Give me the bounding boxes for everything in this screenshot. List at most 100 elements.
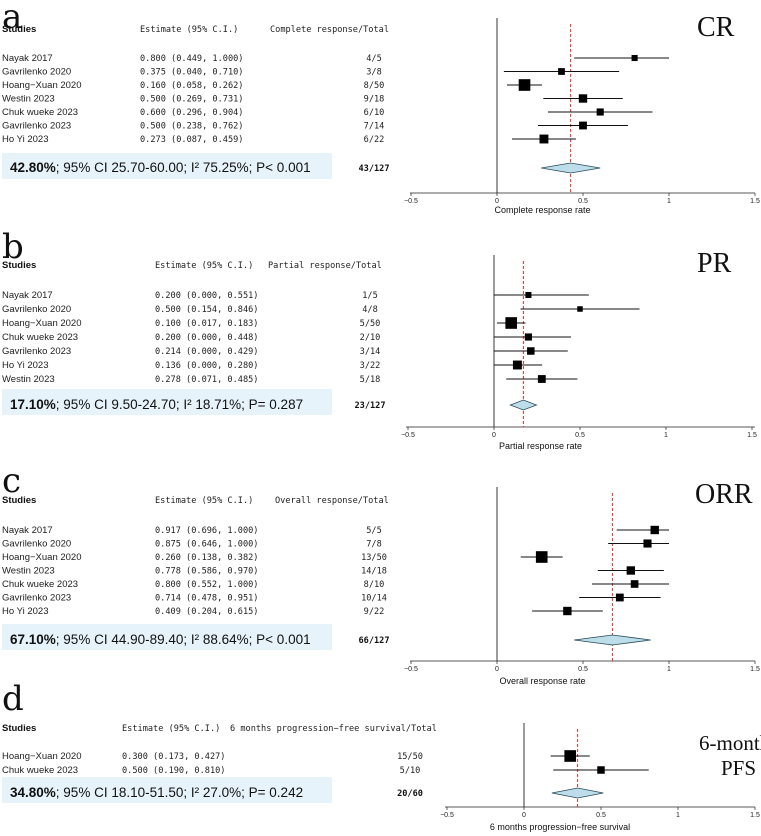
study-name: Westin 2023: [2, 566, 55, 577]
study-ratio: 6/22: [364, 135, 385, 145]
study-marker: [643, 539, 652, 548]
study-marker: [563, 606, 572, 616]
outcome-tag: PR: [697, 248, 732, 279]
study-name: Westin 2023: [2, 374, 55, 385]
study-marker: [527, 347, 535, 355]
study-marker: [579, 121, 587, 130]
study-estimate: 0.260 (0.138, 0.382): [155, 553, 258, 563]
study-name: Gavrilenko 2023: [2, 121, 71, 132]
summary-box: [2, 153, 332, 179]
study-ratio: 15/50: [397, 752, 423, 762]
x-tick-label: 0.5: [575, 432, 585, 439]
studies-header: Studies: [2, 495, 36, 506]
summary-pct: 17.10%: [10, 397, 56, 412]
estimate-header: Estimate (95% C.I.): [155, 261, 253, 271]
study-ratio: 5/50: [360, 319, 381, 329]
study-ratio: 3/22: [360, 361, 381, 371]
summary-pct: 67.10%: [10, 632, 56, 647]
x-tick-label: 1: [667, 198, 671, 205]
study-estimate: 0.500 (0.269, 0.731): [140, 95, 243, 105]
summary-text: 42.80%; 95% CI 25.70-60.00; I² 75.25%; P…: [10, 160, 311, 175]
x-tick-label: 1.5: [750, 812, 760, 819]
studies-header: Studies: [2, 723, 36, 734]
summary-text: 34.80%; 95% CI 18.10-51.50; I² 27.0%; P=…: [10, 785, 303, 800]
study-ratio: 9/18: [364, 95, 385, 105]
study-marker: [505, 317, 518, 329]
study-name: Gavrilenko 2023: [2, 346, 71, 357]
x-tick-label: −0.5: [401, 432, 415, 439]
summary-diamond: [574, 634, 651, 646]
study-ratio: 7/14: [364, 122, 385, 132]
study-marker: [524, 333, 532, 341]
study-ratio: 1/5: [362, 291, 378, 301]
study-estimate: 0.200 (0.000, 0.448): [155, 333, 258, 343]
study-ratio: 4/8: [362, 305, 378, 315]
study-estimate: 0.136 (0.000, 0.280): [155, 361, 258, 371]
x-tick-label: 0.5: [596, 812, 606, 819]
study-marker: [518, 79, 531, 91]
study-marker: [512, 360, 522, 370]
study-estimate: 0.778 (0.586, 0.970): [155, 567, 258, 577]
summary-diamond: [551, 787, 604, 799]
x-axis-label: Overall response rate: [499, 676, 585, 686]
ratio-header: 6 months progression−free survival/Total: [230, 724, 437, 734]
study-ratio: 9/22: [364, 607, 385, 617]
study-estimate: 0.160 (0.058, 0.262): [140, 81, 243, 91]
study-marker: [615, 593, 624, 602]
x-tick-label: 1.5: [747, 432, 757, 439]
forest-panel-a: a CR Studies Estimate (95% C.I.) Complete re…: [2, 0, 760, 215]
outcome-tag-line2: PFS: [721, 756, 756, 780]
study-name: Chuk wueke 2023: [2, 107, 78, 118]
study-ratio: 10/14: [361, 594, 387, 604]
forest-panel-c: c ORR Studies Estimate (95% C.I.) Overall re…: [2, 461, 760, 686]
outcome-tag-line1: 6-months: [699, 731, 761, 755]
study-marker: [596, 108, 604, 116]
study-ratio: 13/50: [361, 553, 387, 563]
x-tick-label: 1: [667, 666, 671, 673]
x-tick-label: 1.5: [750, 666, 760, 673]
study-marker: [578, 94, 588, 103]
x-tick-label: 0: [495, 666, 499, 673]
study-marker: [535, 551, 548, 563]
study-marker: [564, 750, 577, 762]
summary-ratio: 43/127: [358, 164, 389, 174]
study-ratio: 5/18: [360, 375, 381, 385]
study-ratio: 2/10: [360, 333, 381, 343]
study-name: Nayak 2017: [2, 290, 53, 301]
study-marker: [577, 306, 583, 312]
study-name: Hoang−Xuan 2020: [2, 80, 82, 91]
study-ratio: 5/10: [400, 766, 421, 776]
estimate-header: Estimate (95% C.I.): [122, 724, 220, 734]
study-estimate: 0.600 (0.296, 0.904): [140, 108, 243, 118]
study-name: Chuk wueke 2023: [2, 579, 78, 590]
summary-box: [2, 777, 332, 803]
x-tick-label: 0.5: [578, 666, 588, 673]
summary-stats: ; 95% CI 44.90-89.40; I² 88.64%; P< 0.00…: [56, 632, 311, 647]
study-estimate: 0.875 (0.646, 1.000): [155, 540, 258, 550]
x-axis-label: Complete response rate: [494, 205, 590, 215]
summary-stats: ; 95% CI 9.50-24.70; I² 18.71%; P= 0.287: [56, 397, 303, 412]
x-tick-label: 1: [676, 812, 680, 819]
summary-diamond: [509, 399, 538, 411]
estimate-header: Estimate (95% C.I.): [155, 496, 253, 506]
study-marker: [597, 766, 605, 774]
study-ratio: 4/5: [366, 54, 382, 64]
study-marker: [631, 54, 638, 62]
study-ratio: 5/5: [366, 526, 382, 536]
study-estimate: 0.375 (0.040, 0.710): [140, 68, 243, 78]
study-marker: [626, 566, 636, 575]
x-tick-label: 1: [664, 432, 668, 439]
summary-ratio: 23/127: [354, 401, 385, 411]
study-name: Westin 2023: [2, 94, 55, 105]
summary-text: 67.10%; 95% CI 44.90-89.40; I² 88.64%; P…: [10, 632, 311, 647]
studies-header: Studies: [2, 24, 36, 35]
study-name: Chuk wueke 2023: [2, 765, 78, 776]
study-estimate: 0.200 (0.000, 0.551): [155, 291, 258, 301]
x-axis-label: 6 months progression−free survival: [490, 822, 630, 832]
x-tick-label: −0.5: [440, 812, 454, 819]
study-marker: [537, 375, 546, 383]
estimate-header: Estimate (95% C.I.): [140, 25, 238, 35]
study-marker: [630, 580, 639, 588]
outcome-tag: CR: [697, 12, 735, 43]
